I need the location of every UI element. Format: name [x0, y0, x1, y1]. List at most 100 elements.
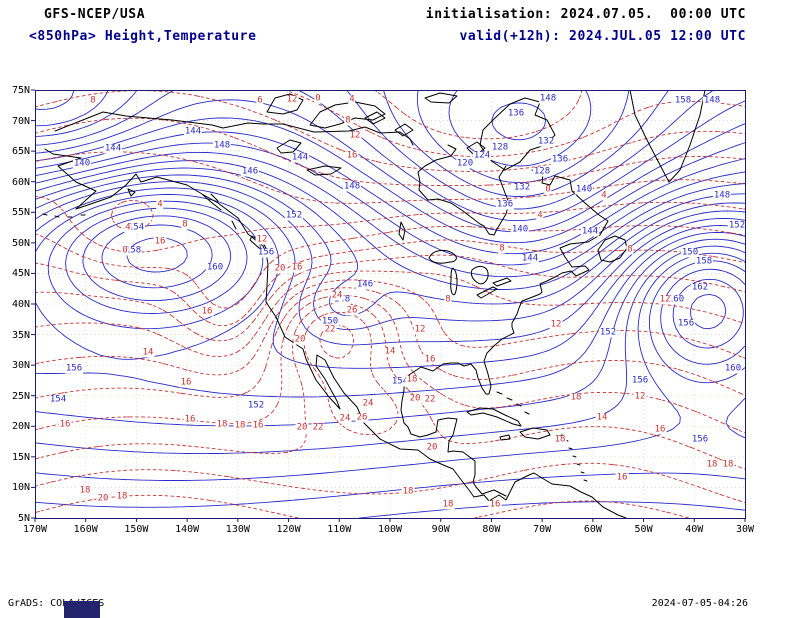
- creation-timestamp: 2024-07-05-04:26: [651, 598, 748, 609]
- lake-winnipeg: [398, 221, 406, 241]
- plot-frame: [35, 90, 746, 519]
- island-haida-gwaii: [231, 220, 237, 230]
- lake-erie: [476, 286, 498, 299]
- island-victoria: [309, 101, 386, 129]
- temp-contour-line: [35, 254, 745, 342]
- temp-contour-line: [35, 294, 745, 434]
- height-contour-line: [35, 99, 745, 233]
- field-title: <850hPa> Height,Temperature: [29, 29, 257, 44]
- island-cuba: [466, 407, 522, 427]
- coast-pacific: [44, 148, 627, 518]
- temp-contour-line: [35, 195, 745, 253]
- height-contour-line: [35, 207, 745, 455]
- lat-tick-label: 20N: [11, 421, 30, 433]
- temp-contour-line: [35, 225, 745, 309]
- height-contour-line: [35, 90, 745, 222]
- lon-tick-label: 150W: [124, 524, 149, 535]
- lat-tick-label: 30N: [11, 360, 30, 372]
- islands-bahamas: [496, 391, 530, 415]
- temp-contour-line: [374, 90, 583, 140]
- island-kodiak: [127, 188, 136, 197]
- lake-michigan: [450, 267, 458, 296]
- height-contour-line: [35, 194, 745, 398]
- islands-antilles: [564, 439, 588, 482]
- height-contour-line: [35, 174, 745, 331]
- lon-tick-label: 170W: [22, 524, 48, 535]
- lake-huron: [470, 265, 489, 285]
- island-devon: [424, 92, 458, 104]
- lon-tick-label: 120W: [276, 524, 301, 535]
- lat-tick-label: 70N: [11, 115, 30, 127]
- lat-lon-grid: [35, 90, 745, 518]
- temp-contour-line: [35, 287, 745, 399]
- lake-great-slave: [306, 165, 342, 176]
- lon-tick-label: 80W: [482, 524, 501, 535]
- axis-ticks: [31, 89, 746, 522]
- height-contour-line: [35, 131, 745, 255]
- lat-tick-label: 40N: [11, 299, 30, 310]
- temp-contour-line: [35, 302, 745, 470]
- height-contour-line: [672, 278, 744, 349]
- islands-aleutians: [42, 213, 86, 218]
- height-contour-line: [35, 160, 745, 290]
- height-contour-line: [35, 151, 745, 278]
- island-hispaniola: [519, 427, 551, 440]
- lon-tick-label: 60W: [583, 524, 602, 535]
- temp-contour-line: [35, 117, 745, 187]
- lon-tick-label: 100W: [377, 524, 403, 535]
- lon-tick-label: 130W: [225, 524, 250, 535]
- height-contour-line: [35, 200, 745, 427]
- height-contour-line: [35, 117, 745, 244]
- lon-tick-label: 30W: [735, 524, 755, 535]
- temp-contour-line: [35, 279, 745, 376]
- lat-tick-label: 35N: [11, 329, 30, 341]
- island-southampton: [466, 141, 486, 157]
- lat-tick-label: 15N: [11, 451, 30, 463]
- height-contour-line: [35, 90, 670, 197]
- lon-tick-label: 90W: [431, 524, 450, 535]
- lat-tick-label: 60N: [11, 176, 30, 188]
- lat-tick-label: 45N: [11, 268, 30, 280]
- lake-ontario: [492, 277, 512, 287]
- temp-contour-line: [35, 311, 745, 503]
- height-contour-line: [35, 181, 745, 346]
- height-contour-line: [35, 215, 745, 481]
- lat-tick-label: 25N: [11, 390, 30, 402]
- height-contour-line: [448, 90, 592, 167]
- lon-tick-label: 160W: [73, 524, 98, 535]
- height-contour-line: [35, 167, 745, 317]
- island-puerto-rico: [556, 434, 564, 440]
- coast-arctic: [54, 111, 414, 146]
- init-time-label: initialisation: 2024.07.05. 00:00 UTC: [425, 7, 746, 22]
- lat-tick-label: 50N: [11, 237, 30, 249]
- island-newfoundland: [597, 235, 628, 263]
- lat-tick-label: 55N: [11, 207, 30, 219]
- coast-se-alaska: [202, 193, 222, 211]
- lon-tick-label: 40W: [685, 524, 704, 535]
- island-prince-of-wales: [364, 111, 386, 125]
- lat-tick-label: 65N: [11, 146, 30, 158]
- bottom-navy-block: [64, 601, 100, 618]
- lake-great-bear: [276, 139, 302, 154]
- model-title: GFS-NCEP/USA: [44, 7, 146, 22]
- lon-tick-label: 110W: [327, 524, 352, 535]
- lon-tick-label: 70W: [533, 524, 552, 535]
- lat-tick-label: 10N: [11, 482, 30, 494]
- island-jamaica: [499, 434, 511, 441]
- lat-tick-label: 75N: [11, 85, 30, 96]
- height-contour-line: [35, 187, 745, 369]
- temp-contour-line: [35, 239, 745, 327]
- lon-tick-label: 140W: [175, 524, 200, 535]
- temp-contour-line: [35, 151, 745, 231]
- lake-superior: [428, 250, 457, 264]
- island-banks: [266, 93, 304, 115]
- coast-greenland: [629, 90, 706, 183]
- lat-tick-label: 5N: [17, 513, 30, 524]
- lon-tick-label: 50W: [634, 524, 653, 535]
- coast-atlantic: [400, 169, 609, 497]
- temp-contour-line: [284, 90, 745, 158]
- valid-time-label: valid(+12h): 2024.JUL.05 12:00 UTC: [459, 29, 746, 44]
- temp-contour-line: [35, 270, 745, 358]
- height-contour-line: [690, 293, 727, 330]
